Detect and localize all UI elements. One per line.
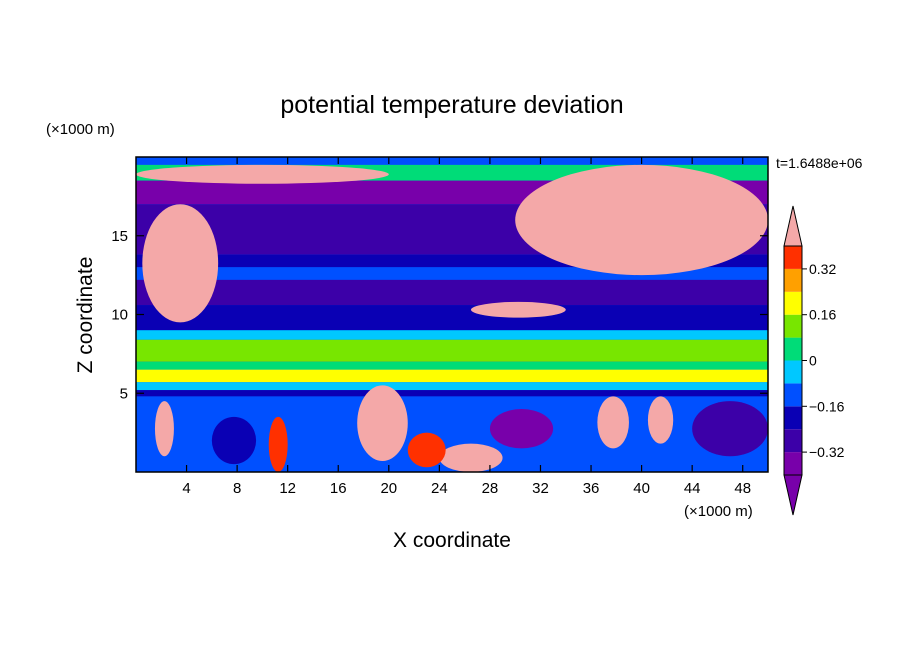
colorbar-band — [784, 360, 802, 384]
y-axis: 5 10 15 — [111, 228, 768, 402]
colorbar-band — [784, 452, 802, 475]
contour-anomaly — [142, 204, 219, 323]
colorbar-tick-label: 0.32 — [809, 261, 836, 277]
contour-layer — [136, 361, 768, 370]
contour-anomaly — [136, 164, 389, 184]
contour-layer — [136, 305, 768, 331]
x-tick-label: 4 — [182, 480, 190, 497]
contour-anomaly — [268, 416, 288, 472]
contour-layer — [136, 390, 768, 397]
contour-layer — [136, 369, 768, 383]
x-tick-label: 48 — [734, 480, 751, 497]
colorbar-tick-label: 0 — [809, 353, 817, 369]
x-unit-label: (×1000 m) — [684, 503, 753, 520]
contour-anomaly — [470, 301, 566, 318]
contour-anomaly — [154, 401, 174, 457]
colorbar-band — [784, 268, 802, 292]
colorbar-band — [784, 314, 802, 338]
colorbar-band — [784, 429, 802, 453]
contour-anomaly — [439, 443, 503, 472]
y-tick-label: 5 — [120, 385, 128, 402]
colorbar-tick-label: −0.16 — [809, 398, 845, 414]
colorbar-band — [784, 406, 802, 430]
colorbar-band — [784, 337, 802, 361]
x-tick-label: 20 — [380, 480, 397, 497]
x-tick-label: 32 — [532, 480, 549, 497]
x-tick-label: 40 — [633, 480, 650, 497]
y-axis-label: Z coordinate — [74, 257, 97, 374]
chart-title: potential temperature deviation — [280, 91, 623, 119]
x-axis-label: X coordinate — [393, 529, 511, 552]
y-tick-label: 10 — [111, 307, 128, 324]
contour-anomaly — [597, 396, 629, 449]
colorbar-band — [784, 291, 802, 315]
time-label: t=1.6488e+06 — [776, 155, 863, 171]
contour-layer — [136, 330, 768, 340]
colorbar-band — [784, 383, 802, 407]
colorbar-tick-label: −0.32 — [809, 444, 845, 460]
y-tick-label: 15 — [111, 228, 128, 245]
x-tick-label: 36 — [583, 480, 600, 497]
x-tick-label: 12 — [279, 480, 296, 497]
x-tick-label: 28 — [482, 480, 499, 497]
colorbar-tick-label: 0.16 — [809, 307, 836, 323]
y-unit-label: (×1000 m) — [46, 121, 115, 138]
contour-anomaly — [211, 416, 257, 465]
contour-layer — [136, 339, 768, 362]
contour-anomaly — [515, 164, 768, 276]
contour-layer — [136, 279, 768, 306]
contour-anomaly — [489, 409, 554, 449]
x-tick-label: 24 — [431, 480, 448, 497]
colorbar-band — [784, 246, 802, 269]
x-tick-label: 44 — [684, 480, 701, 497]
x-axis: 4 8 12 16 20 24 28 32 36 40 44 48 — [182, 157, 751, 497]
contour-layer — [136, 382, 768, 391]
x-tick-label: 8 — [233, 480, 241, 497]
contour-field — [136, 157, 768, 472]
contour-anomaly — [407, 432, 446, 468]
contour-anomaly — [692, 401, 768, 457]
colorbar: 0.32 0.16 0 −0.16 −0.32 — [783, 205, 845, 516]
x-tick-label: 16 — [330, 480, 347, 497]
contour-anomaly — [647, 396, 674, 444]
contour-anomaly — [357, 385, 408, 461]
